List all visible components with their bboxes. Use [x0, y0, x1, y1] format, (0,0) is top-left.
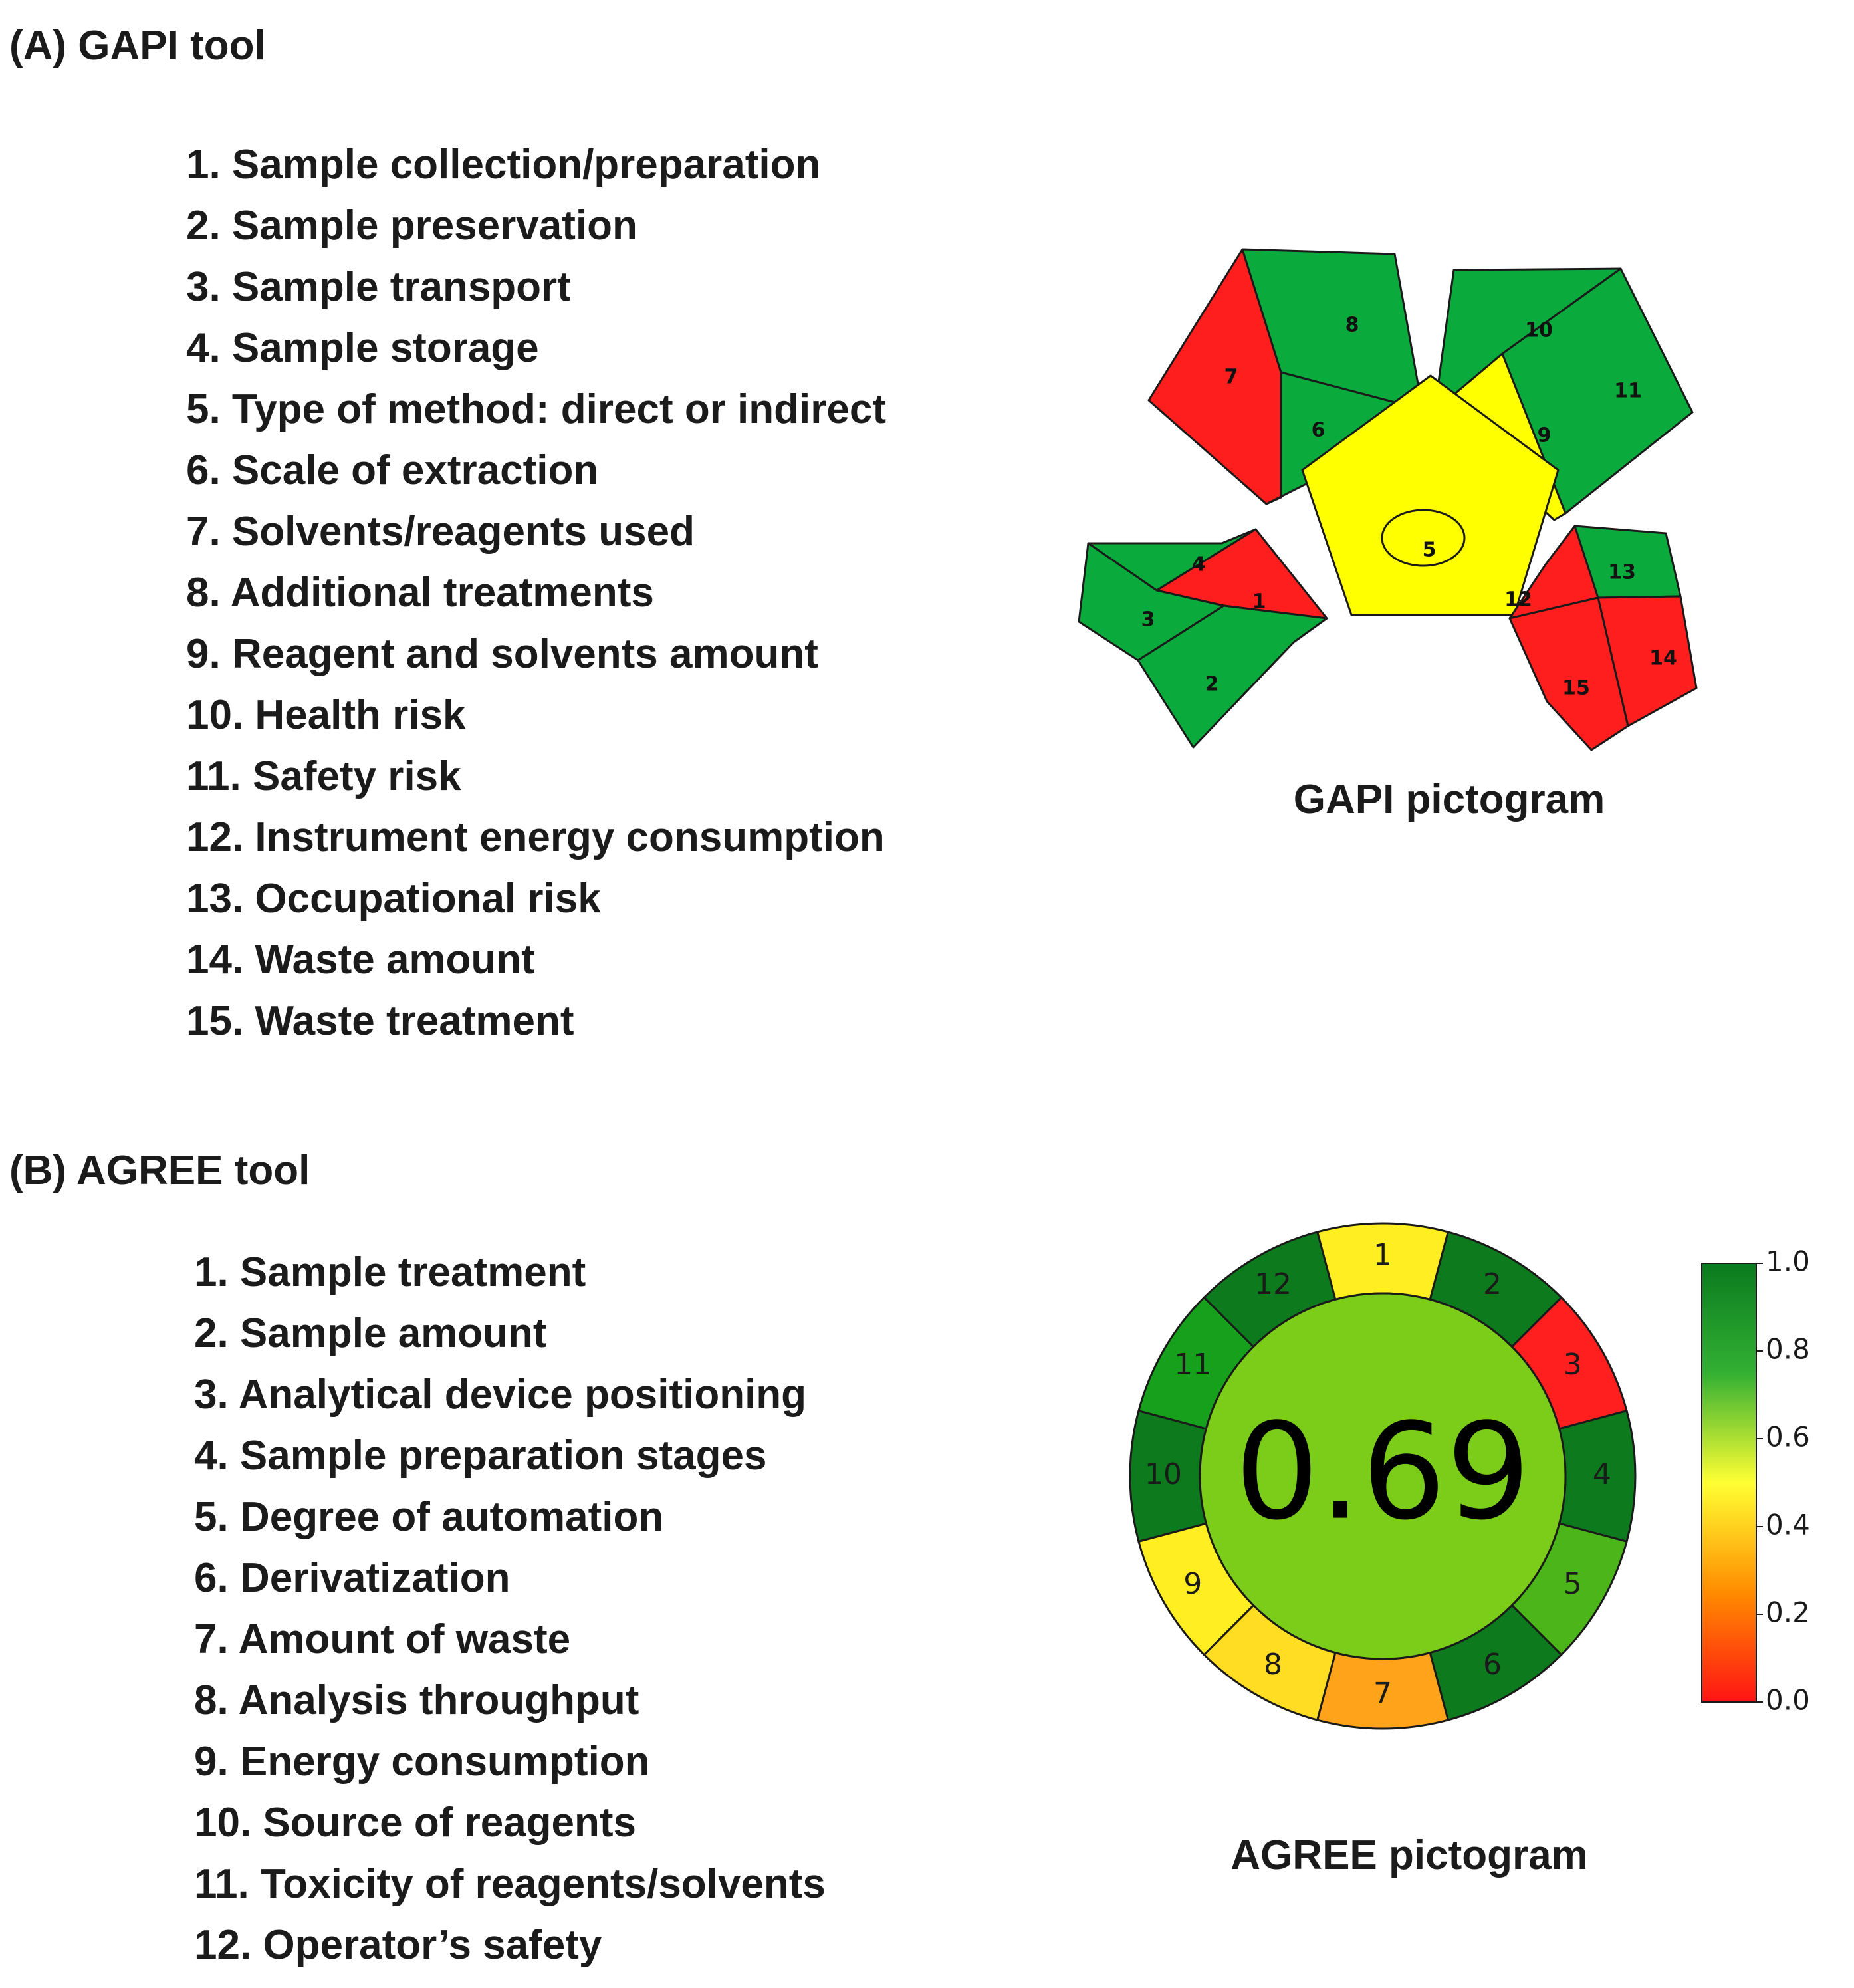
gapi-segment-11: [1501, 267, 1694, 515]
agree-segment-label: 10: [1145, 1457, 1182, 1491]
agree-pictogram-caption: AGREE pictogram: [1230, 1832, 1588, 1878]
gapi-criterion: 11. Safety risk: [186, 753, 461, 799]
agree-segment-label: 8: [1264, 1648, 1282, 1681]
agree-colorbar: [1701, 1263, 1757, 1703]
gapi-segment-label: 12: [1504, 588, 1532, 612]
agree-colorbar-tick-label: 0.0: [1766, 1684, 1810, 1717]
agree-criterion: 9. Energy consumption: [194, 1739, 650, 1785]
gapi-criterion: 8. Additional treatments: [186, 570, 654, 616]
gapi-segment-label: 11: [1614, 380, 1642, 403]
agree-segment-label: 2: [1483, 1267, 1502, 1301]
agree-segment-label: 3: [1564, 1348, 1582, 1382]
gapi-pictogram-caption: GAPI pictogram: [1293, 777, 1605, 822]
gapi-criterion: 6. Scale of extraction: [186, 447, 599, 493]
agree-criterion: 3. Analytical device positioning: [194, 1372, 807, 1418]
agree-criterion: 11. Toxicity of reagents/solvents: [194, 1861, 826, 1907]
agree-criterion: 4. Sample preparation stages: [194, 1433, 767, 1479]
gapi-segment-label: 4: [1192, 553, 1206, 576]
gapi-criterion: 10. Health risk: [186, 692, 466, 738]
section-a-heading: (A) GAPI tool: [9, 23, 266, 68]
gapi-segment-label: 14: [1649, 647, 1677, 670]
agree-criterion: 2. Sample amount: [194, 1310, 547, 1356]
agree-segment-label: 1: [1373, 1238, 1392, 1272]
gapi-segment-label: 13: [1608, 561, 1636, 584]
agree-segment-label: 7: [1373, 1677, 1392, 1711]
agree-criterion: 6. Derivatization: [194, 1555, 511, 1601]
agree-center-circle: [1199, 1292, 1567, 1660]
gapi-criterion: 15. Waste treatment: [186, 998, 574, 1044]
gapi-criterion: 7. Solvents/reagents used: [186, 509, 695, 555]
agree-segment-label: 4: [1593, 1457, 1611, 1491]
agree-segment-label: 12: [1254, 1267, 1292, 1301]
gapi-segment-label: 15: [1562, 677, 1590, 700]
gapi-criterion: 13. Occupational risk: [186, 876, 601, 922]
agree-segment-label: 5: [1564, 1567, 1582, 1601]
agree-criterion: 8. Analysis throughput: [194, 1677, 639, 1723]
agree-segment-label: 11: [1174, 1348, 1211, 1382]
section-b-heading: (B) AGREE tool: [9, 1148, 310, 1193]
gapi-segment-label: 6: [1312, 419, 1326, 442]
agree-criterion: 12. Operator’s safety: [194, 1922, 602, 1968]
agree-colorbar-tick-label: 0.2: [1766, 1596, 1810, 1629]
agree-criterion: 1. Sample treatment: [194, 1249, 586, 1295]
gapi-segment-label: 9: [1538, 424, 1552, 447]
agree-segment-label: 9: [1183, 1567, 1202, 1601]
gapi-criterion: 12. Instrument energy consumption: [186, 814, 885, 860]
agree-segment-label: 6: [1483, 1648, 1502, 1681]
gapi-criteria-list: 1. Sample collection/preparation 2. Samp…: [186, 134, 886, 1052]
gapi-segment-15: [1508, 596, 1629, 751]
gapi-criterion: 5. Type of method: direct or indirect: [186, 386, 886, 432]
gapi-segment-label: 5: [1423, 539, 1437, 562]
gapi-method-ellipse: [1381, 509, 1466, 567]
gapi-segment-label: 10: [1525, 319, 1553, 342]
agree-criterion: 5. Degree of automation: [194, 1494, 664, 1540]
gapi-segment-label: 3: [1141, 608, 1155, 632]
gapi-criterion: 9. Reagent and solvents amount: [186, 631, 818, 677]
gapi-segment-label: 8: [1345, 314, 1359, 337]
agree-score: 0.69: [1234, 1395, 1530, 1550]
gapi-segment-label: 2: [1205, 673, 1219, 696]
agree-colorbar-tick-label: 0.6: [1766, 1421, 1810, 1453]
agree-criteria-list: 1. Sample treatment 2. Sample amount 3. …: [194, 1242, 826, 1976]
agree-colorbar-tick-label: 1.0: [1766, 1245, 1810, 1278]
gapi-criterion: 4. Sample storage: [186, 325, 539, 371]
gapi-segment-label: 1: [1252, 590, 1266, 614]
gapi-criterion: 14. Waste amount: [186, 937, 535, 983]
agree-colorbar-tick-label: 0.8: [1766, 1333, 1810, 1366]
agree-colorbar-tick-label: 0.4: [1766, 1509, 1810, 1541]
gapi-criterion: 2. Sample preservation: [186, 203, 637, 249]
gapi-criterion: 3. Sample transport: [186, 264, 571, 310]
gapi-criterion: 1. Sample collection/preparation: [186, 142, 821, 187]
agree-criterion: 10. Source of reagents: [194, 1800, 637, 1846]
agree-criterion: 7. Amount of waste: [194, 1616, 571, 1662]
gapi-segment-2: [1137, 604, 1328, 749]
gapi-segment-5: [1301, 374, 1560, 616]
gapi-segment-label: 7: [1224, 366, 1238, 389]
